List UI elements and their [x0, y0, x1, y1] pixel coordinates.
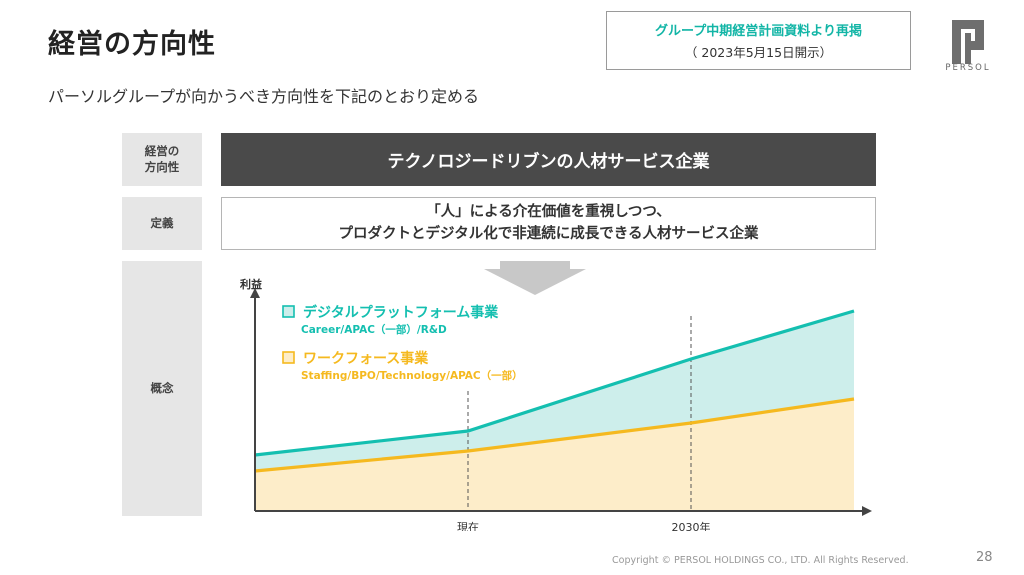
concept-label: 概念 — [122, 261, 202, 516]
direction-statement: テクノロジードリブンの人材サービス企業 — [221, 133, 876, 186]
legend-workforce-name: ワークフォース事業 — [303, 350, 429, 367]
copyright-footer: Copyright © PERSOL HOLDINGS CO., LTD. Al… — [612, 555, 909, 566]
legend-digital-swatch — [282, 305, 295, 318]
source-note-box: グループ中期経営計画資料より再掲 （ 2023年5月15日開示） — [606, 11, 911, 70]
source-note-title: グループ中期経営計画資料より再掲 — [655, 24, 862, 39]
definition-label: 定義 — [122, 197, 202, 250]
y-axis-arrow — [250, 288, 260, 298]
page-subtitle: パーソルグループが向かうべき方向性を下記のとおり定める — [48, 87, 480, 106]
definition-box: 「人」による介在価値を重視しつつ、 プロダクトとデジタル化で非連続に成長できる人… — [221, 197, 876, 250]
definition-line2: プロダクトとデジタル化で非連続に成長できる人材サービス企業 — [338, 225, 759, 242]
x-tick-now: 現在 — [457, 521, 479, 531]
logo-wordmark: PERSOL — [945, 63, 991, 73]
legend-workforce-swatch — [282, 351, 295, 364]
page-number: 28 — [976, 550, 993, 565]
workforce-area — [255, 399, 854, 511]
x-axis-arrow — [862, 506, 872, 516]
digital-line — [254, 309, 855, 457]
direction-label-line1: 経営の — [144, 143, 180, 158]
workforce-line — [254, 397, 855, 473]
direction-label-line2: 方向性 — [144, 159, 180, 174]
page-title: 経営の方向性 — [48, 29, 216, 60]
concept-chart: 利益 現在 2030年 デジタルプラットフォーム事業 Career/APAC（一… — [240, 261, 872, 531]
y-axis-label: 利益 — [240, 277, 262, 291]
definition-line1: 「人」による介在価値を重視しつつ、 — [426, 204, 671, 221]
legend-digital-sub: Career/APAC（一部）/R&D — [301, 323, 447, 336]
legend-workforce-sub: Staffing/BPO/Technology/APAC（一部） — [301, 369, 523, 382]
persol-logo-icon — [952, 20, 984, 64]
legend-digital-name: デジタルプラットフォーム事業 — [303, 304, 499, 321]
source-note-date: （ 2023年5月15日開示） — [684, 45, 833, 60]
direction-label: 経営の 方向性 — [122, 133, 202, 186]
down-arrow-icon — [484, 261, 586, 295]
x-tick-2030: 2030年 — [672, 520, 711, 531]
